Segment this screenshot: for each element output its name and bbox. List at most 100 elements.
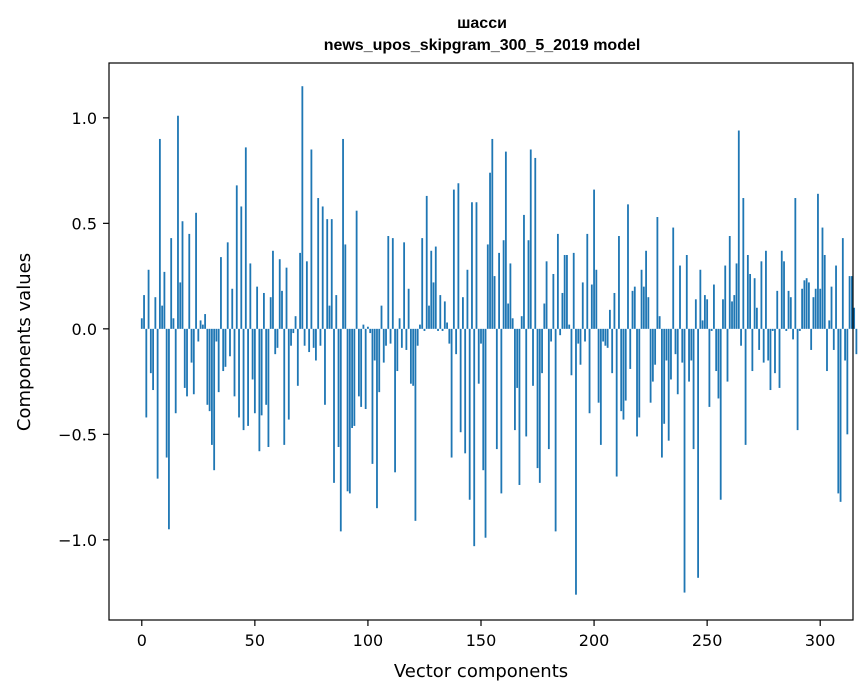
bar	[285, 267, 288, 329]
y-tick-label: −0.5	[58, 425, 97, 444]
bar	[398, 318, 401, 329]
bar	[541, 328, 543, 374]
bar	[586, 233, 589, 329]
bar	[760, 261, 763, 329]
x-tick-label: 300	[805, 631, 836, 650]
bar	[281, 290, 283, 329]
bar	[400, 328, 403, 348]
bar	[360, 328, 363, 407]
bar	[177, 115, 179, 329]
bar	[240, 206, 243, 329]
bar	[511, 318, 514, 329]
bar	[554, 328, 557, 532]
bar	[794, 198, 797, 329]
bar	[489, 172, 491, 329]
bar	[265, 328, 268, 405]
bar	[308, 328, 311, 353]
bar	[156, 328, 159, 479]
bar	[789, 297, 792, 329]
bar	[387, 236, 390, 329]
bar	[577, 328, 580, 344]
bar	[563, 254, 566, 329]
bar	[826, 328, 828, 372]
y-tick-label: 0.5	[72, 214, 97, 233]
bar	[674, 328, 677, 355]
bar	[658, 316, 661, 329]
bar	[353, 328, 356, 426]
bar	[452, 189, 455, 329]
bar	[516, 328, 519, 388]
bar	[251, 328, 254, 380]
y-tick-label: −1.0	[58, 531, 97, 550]
bar	[301, 86, 304, 329]
bar	[566, 254, 568, 329]
x-tick-label: 100	[353, 631, 384, 650]
bar	[222, 328, 225, 372]
bar	[755, 307, 758, 329]
bar	[753, 278, 756, 329]
bar	[495, 328, 498, 450]
x-axis-ticks: 0 50 100 150 200 250 300	[137, 620, 836, 650]
bar	[737, 130, 740, 329]
bar	[305, 261, 308, 329]
bar	[229, 328, 231, 357]
bar	[373, 328, 376, 361]
bar	[568, 324, 571, 329]
bar	[654, 328, 657, 365]
bar	[785, 328, 788, 331]
bar	[351, 328, 354, 429]
bar	[348, 328, 351, 494]
bar	[217, 328, 220, 393]
bar	[425, 195, 428, 329]
bar	[590, 284, 593, 329]
bar	[803, 280, 806, 329]
bar	[441, 328, 444, 331]
bar	[676, 328, 679, 395]
bar	[330, 219, 333, 329]
bar	[405, 328, 408, 350]
bar	[258, 328, 261, 452]
x-tick-label: 250	[692, 631, 723, 650]
bar	[145, 328, 148, 418]
bar	[163, 271, 166, 329]
bar	[247, 328, 249, 426]
bar	[333, 328, 335, 483]
bar	[272, 250, 274, 329]
bar	[391, 238, 394, 329]
bar	[233, 328, 236, 397]
bar	[853, 307, 856, 329]
bar	[832, 328, 835, 350]
bar	[629, 328, 632, 369]
bar	[430, 250, 433, 329]
bar	[226, 242, 229, 329]
bar	[328, 305, 331, 329]
bar	[599, 328, 602, 445]
bar	[326, 219, 329, 329]
bar	[638, 328, 641, 418]
bar	[835, 265, 837, 329]
bar	[631, 290, 634, 329]
bar	[604, 328, 607, 346]
bar	[830, 286, 833, 329]
bar	[409, 328, 412, 384]
bar	[158, 138, 161, 329]
y-tick-label: 0.0	[72, 320, 97, 339]
bar	[774, 328, 776, 374]
bar	[423, 328, 426, 331]
bar	[183, 328, 186, 388]
bar	[769, 328, 772, 391]
bar	[475, 202, 478, 329]
bar	[699, 269, 702, 329]
bar	[613, 292, 616, 329]
bar	[190, 328, 193, 363]
bar	[663, 328, 666, 424]
bar	[455, 328, 458, 355]
bar	[443, 301, 446, 329]
bar	[278, 259, 281, 329]
bar	[672, 227, 675, 329]
bar	[263, 292, 265, 329]
bar	[147, 269, 150, 329]
bar	[149, 328, 152, 374]
bar	[731, 301, 733, 329]
